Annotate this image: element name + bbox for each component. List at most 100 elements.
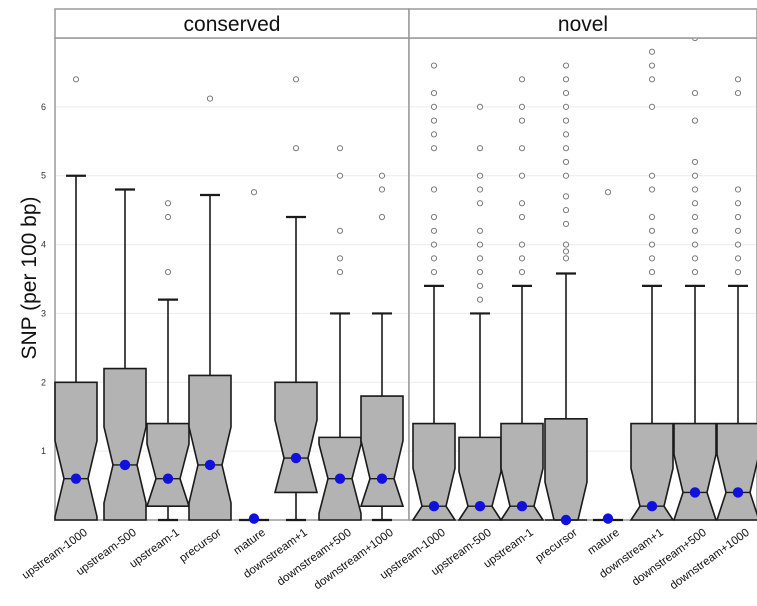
box-conserved-upstream-500 (103, 188, 147, 521)
outlier-point (691, 269, 699, 276)
outlier-point (336, 269, 344, 276)
mean-point (376, 473, 388, 484)
outlier-point (734, 241, 742, 248)
outlier-point (562, 145, 570, 152)
outlier-point (562, 103, 570, 110)
outlier-point (518, 172, 526, 179)
mean-point (428, 501, 440, 512)
outlier-point (476, 241, 484, 248)
mean-point (689, 487, 701, 498)
outlier-point (430, 213, 438, 221)
outlier-point (476, 186, 484, 193)
outlier-point (378, 213, 386, 221)
box-conserved-precursor (188, 95, 232, 521)
outlier-point (476, 227, 484, 234)
mean-point (290, 452, 302, 464)
outlier-point (430, 89, 438, 97)
box-conserved-mature (239, 189, 269, 524)
x-tick-label: downstream+1000 (668, 527, 752, 593)
y-tick-label: 1 (41, 446, 46, 456)
outlier-point (476, 255, 484, 262)
outlier-point (562, 193, 570, 200)
outlier-point (562, 241, 570, 248)
outlier-point (734, 76, 742, 83)
outlier-point (476, 296, 484, 303)
x-tick-label: precursor (533, 527, 579, 565)
outlier-point (562, 220, 570, 228)
box-novel-precursor (544, 62, 588, 526)
box-conserved-downstream+500 (318, 145, 362, 521)
y-tick-label: 5 (41, 171, 46, 181)
outlier-point (518, 255, 526, 262)
outlier-point (734, 227, 742, 234)
panel-title-novel: novel (558, 13, 608, 36)
box-body (359, 395, 405, 508)
outlier-point (691, 200, 699, 207)
box-body (411, 422, 457, 521)
mean-point (474, 501, 486, 512)
outlier-point (734, 200, 742, 207)
outlier-point (430, 227, 438, 234)
outlier-point (430, 255, 438, 262)
outlier-point (691, 117, 699, 124)
box-novel-downstream+500 (672, 34, 718, 521)
outlier-point (562, 62, 570, 69)
outlier-point (336, 172, 344, 179)
outlier-point (164, 213, 172, 221)
box-novel-downstream+1 (629, 48, 675, 521)
outlier-point (378, 186, 386, 193)
outlier-point (72, 76, 80, 83)
strip-layer: conserved novel (54, 8, 757, 39)
outlier-point (430, 145, 438, 152)
outlier-point (476, 103, 484, 110)
outlier-point (691, 158, 699, 166)
outlier-point (518, 213, 526, 221)
y-tick-label: 2 (41, 377, 46, 387)
outlier-point (648, 241, 656, 248)
outlier-point (648, 255, 656, 262)
outlier-point (562, 172, 570, 179)
x-tick-label: downstream+500 (630, 527, 709, 589)
outlier-point (691, 172, 699, 179)
mean-point (70, 473, 82, 484)
outlier-point (648, 227, 656, 234)
outlier-point (691, 186, 699, 193)
outlier-point (562, 89, 570, 97)
x-tick-label: downstream+500 (275, 527, 354, 589)
outlier-point (734, 255, 742, 262)
outlier-point (250, 189, 258, 196)
box-body (54, 381, 98, 521)
box-body (672, 422, 718, 521)
outlier-point (691, 213, 699, 221)
outlier-point (734, 213, 742, 221)
box-body (499, 422, 545, 521)
y-tick-label: 4 (41, 240, 46, 250)
outlier-point (476, 172, 484, 179)
mean-point (204, 459, 216, 471)
outlier-point (648, 103, 656, 110)
strip-conserved (54, 8, 410, 39)
outlier-point (648, 186, 656, 193)
x-tick-label: precursor (177, 527, 223, 565)
box-body (544, 417, 588, 521)
box-novel-downstream+1000 (715, 76, 757, 521)
mean-point (602, 513, 614, 524)
outlier-point (430, 62, 438, 69)
box-novel-upstream-1 (499, 76, 545, 521)
mean-point (119, 459, 131, 471)
mean-point (646, 501, 658, 512)
outlier-point (292, 76, 300, 83)
outlier-point (206, 95, 214, 102)
outlier-point (648, 269, 656, 276)
outlier-point (648, 48, 656, 55)
box-conserved-downstream+1 (273, 76, 319, 522)
outlier-point (518, 241, 526, 248)
outlier-point (336, 145, 344, 152)
outlier-point (476, 269, 484, 276)
outlier-point (691, 241, 699, 248)
box-conserved-upstream-1 (145, 200, 191, 522)
box-body (103, 367, 147, 521)
mean-point (732, 487, 744, 498)
box-body (188, 374, 232, 521)
